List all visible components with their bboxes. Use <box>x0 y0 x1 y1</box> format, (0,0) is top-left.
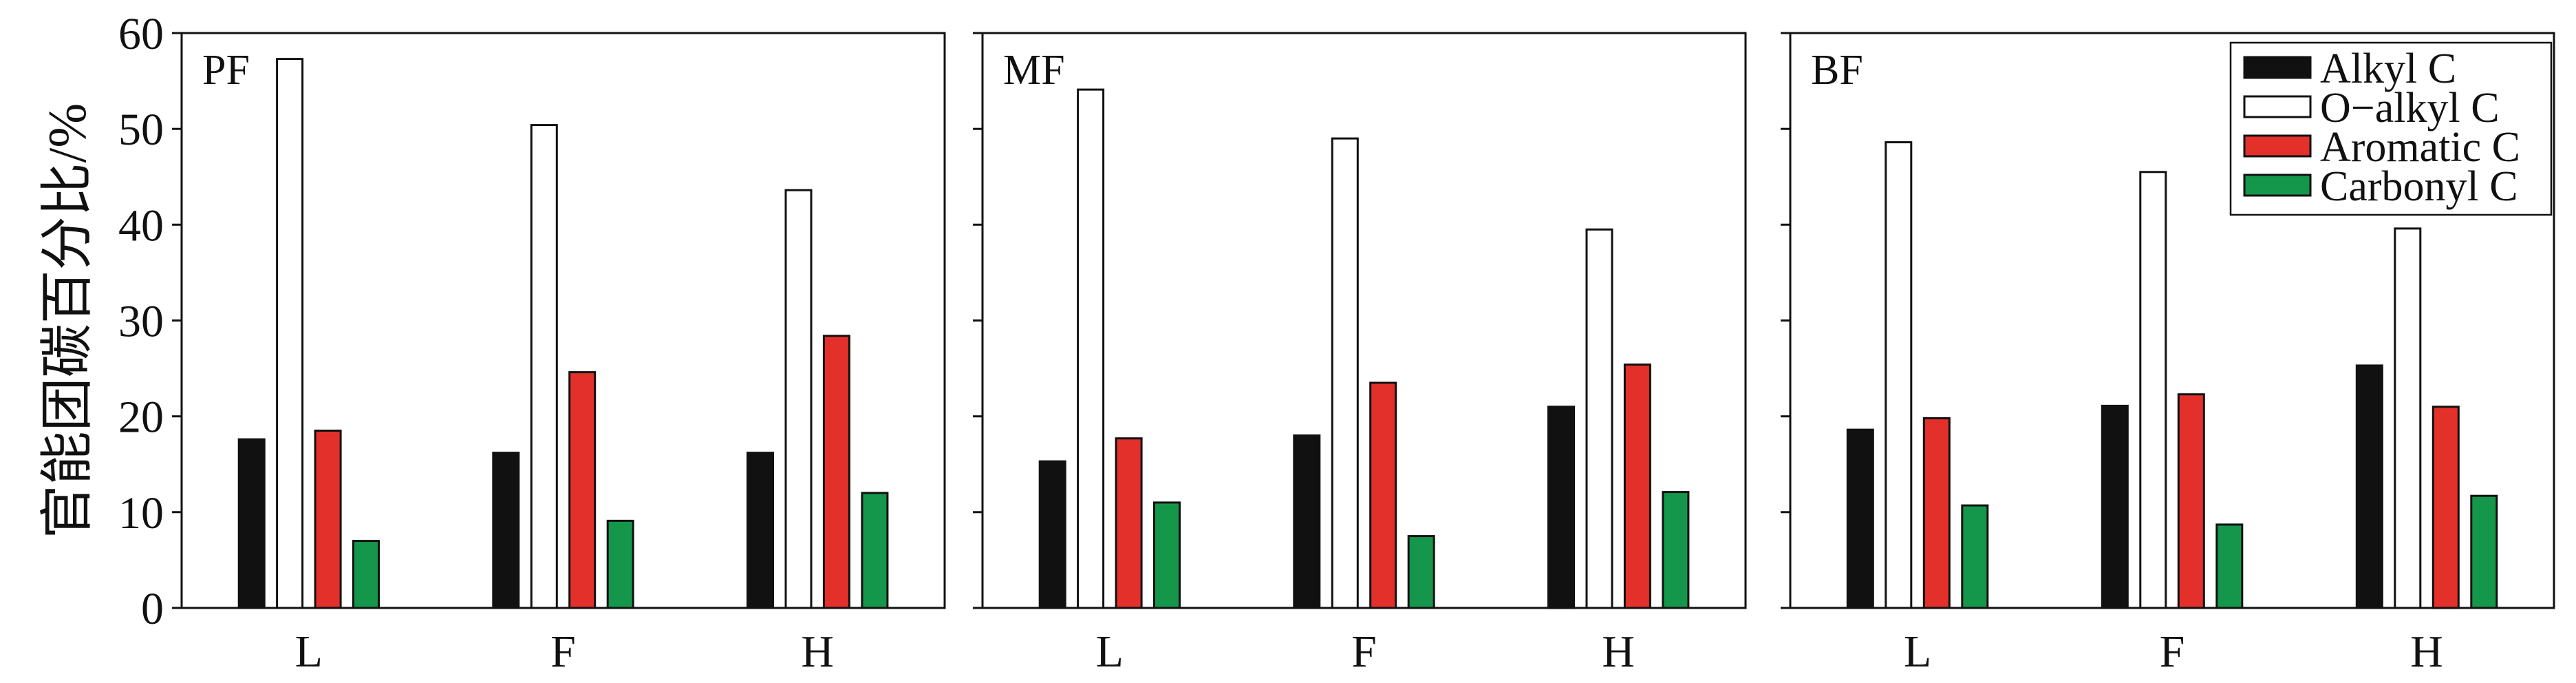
bar-pf-l-o-alkyl-c <box>276 58 304 609</box>
legend-item-carbonyl-c: Carbonyl C <box>2243 163 2518 210</box>
bars-bf <box>1846 141 2498 609</box>
panel-label-pf: PF <box>202 47 250 94</box>
xtick-label-mf-l: L <box>1096 627 1124 677</box>
ytick-label-20: 20 <box>118 392 164 443</box>
bar-pf-l-aromatic-c <box>314 430 342 609</box>
legend-swatch-alkyl-c <box>2243 56 2312 79</box>
bar-mf-h-o-alkyl-c <box>1585 228 1613 609</box>
bar-mf-h-aromatic-c <box>1623 364 1651 609</box>
panel-pf: 0 10 20 30 40 50 60 L F H PF <box>118 9 946 677</box>
ytick-label-60: 60 <box>118 9 164 59</box>
legend-item-o-alkyl-c: O−alkyl C <box>2243 85 2500 132</box>
bar-bf-l-o-alkyl-c <box>1885 141 1913 609</box>
bar-pf-f-o-alkyl-c <box>530 124 558 609</box>
ytick-label-50: 50 <box>118 105 164 155</box>
bar-pf-f-aromatic-c <box>568 371 597 609</box>
legend-label-aromatic-c: Aromatic C <box>2320 124 2520 171</box>
bar-bf-l-carbonyl-c <box>1961 504 1989 609</box>
legend-item-alkyl-c: Alkyl C <box>2243 45 2456 92</box>
bar-mf-f-o-alkyl-c <box>1331 137 1359 609</box>
bar-mf-f-aromatic-c <box>1369 381 1397 609</box>
panel-label-bf: BF <box>1811 47 1863 94</box>
legend-label-alkyl-c: Alkyl C <box>2320 45 2456 92</box>
legend-swatch-o-alkyl-c <box>2243 95 2312 118</box>
bar-bf-l-aromatic-c <box>1922 417 1951 609</box>
xtick-label-mf-h: H <box>1602 627 1635 677</box>
bar-bf-f-aromatic-c <box>2177 393 2205 609</box>
xtick-label-pf-f: F <box>550 627 576 677</box>
xtick-label-bf-l: L <box>1904 627 1931 677</box>
bar-pf-l-carbonyl-c <box>352 540 380 609</box>
bar-bf-h-carbonyl-c <box>2470 494 2498 609</box>
bar-pf-f-carbonyl-c <box>606 519 634 609</box>
bar-mf-h-alkyl-c <box>1547 406 1575 609</box>
legend-label-o-alkyl-c: O−alkyl C <box>2320 85 2500 132</box>
legend-label-carbonyl-c: Carbonyl C <box>2320 163 2518 210</box>
bar-mf-f-carbonyl-c <box>1407 535 1435 609</box>
bar-pf-h-carbonyl-c <box>861 492 889 609</box>
bar-bf-h-alkyl-c <box>2355 364 2383 609</box>
bar-pf-h-o-alkyl-c <box>784 189 813 609</box>
bar-bf-l-alkyl-c <box>1846 428 1874 609</box>
bar-mf-f-alkyl-c <box>1293 434 1321 609</box>
xtick-label-pf-l: L <box>295 627 323 677</box>
ytick-label-10: 10 <box>118 488 164 538</box>
bar-pf-h-aromatic-c <box>822 335 850 609</box>
y-axis-title: 官能团碳百分比/% <box>37 103 97 539</box>
ytick-label-40: 40 <box>118 200 164 251</box>
xtick-label-pf-h: H <box>801 627 834 677</box>
legend-item-aromatic-c: Aromatic C <box>2243 124 2520 171</box>
bars-pf <box>237 58 889 609</box>
bars-mf <box>1038 88 1690 609</box>
bar-bf-f-o-alkyl-c <box>2139 171 2167 609</box>
xtick-label-bf-h: H <box>2410 627 2443 677</box>
xtick-label-mf-f: F <box>1351 627 1377 677</box>
xtick-label-bf-f: F <box>2160 627 2185 677</box>
bar-mf-l-aromatic-c <box>1115 437 1143 609</box>
bar-pf-f-alkyl-c <box>492 452 520 609</box>
ytick-label-30: 30 <box>118 297 164 347</box>
bar-mf-l-carbonyl-c <box>1153 501 1181 609</box>
bar-pf-h-alkyl-c <box>747 452 774 609</box>
bar-bf-h-o-alkyl-c <box>2394 227 2422 609</box>
ytick-label-0: 0 <box>141 584 164 634</box>
bar-bf-f-alkyl-c <box>2101 404 2129 609</box>
panel-label-mf: MF <box>1003 47 1065 94</box>
panel-bf: L F H BF <box>1781 32 2555 677</box>
panel-mf: L F H MF <box>973 32 1747 677</box>
bar-mf-l-o-alkyl-c <box>1077 88 1105 609</box>
bar-pf-l-alkyl-c <box>237 438 266 609</box>
bar-mf-h-carbonyl-c <box>1662 491 1690 609</box>
bar-bf-f-carbonyl-c <box>2215 523 2244 609</box>
bar-mf-l-alkyl-c <box>1038 460 1066 609</box>
legend-swatch-carbonyl-c <box>2243 174 2312 197</box>
bar-bf-h-aromatic-c <box>2432 406 2460 609</box>
legend-swatch-aromatic-c <box>2243 134 2312 158</box>
